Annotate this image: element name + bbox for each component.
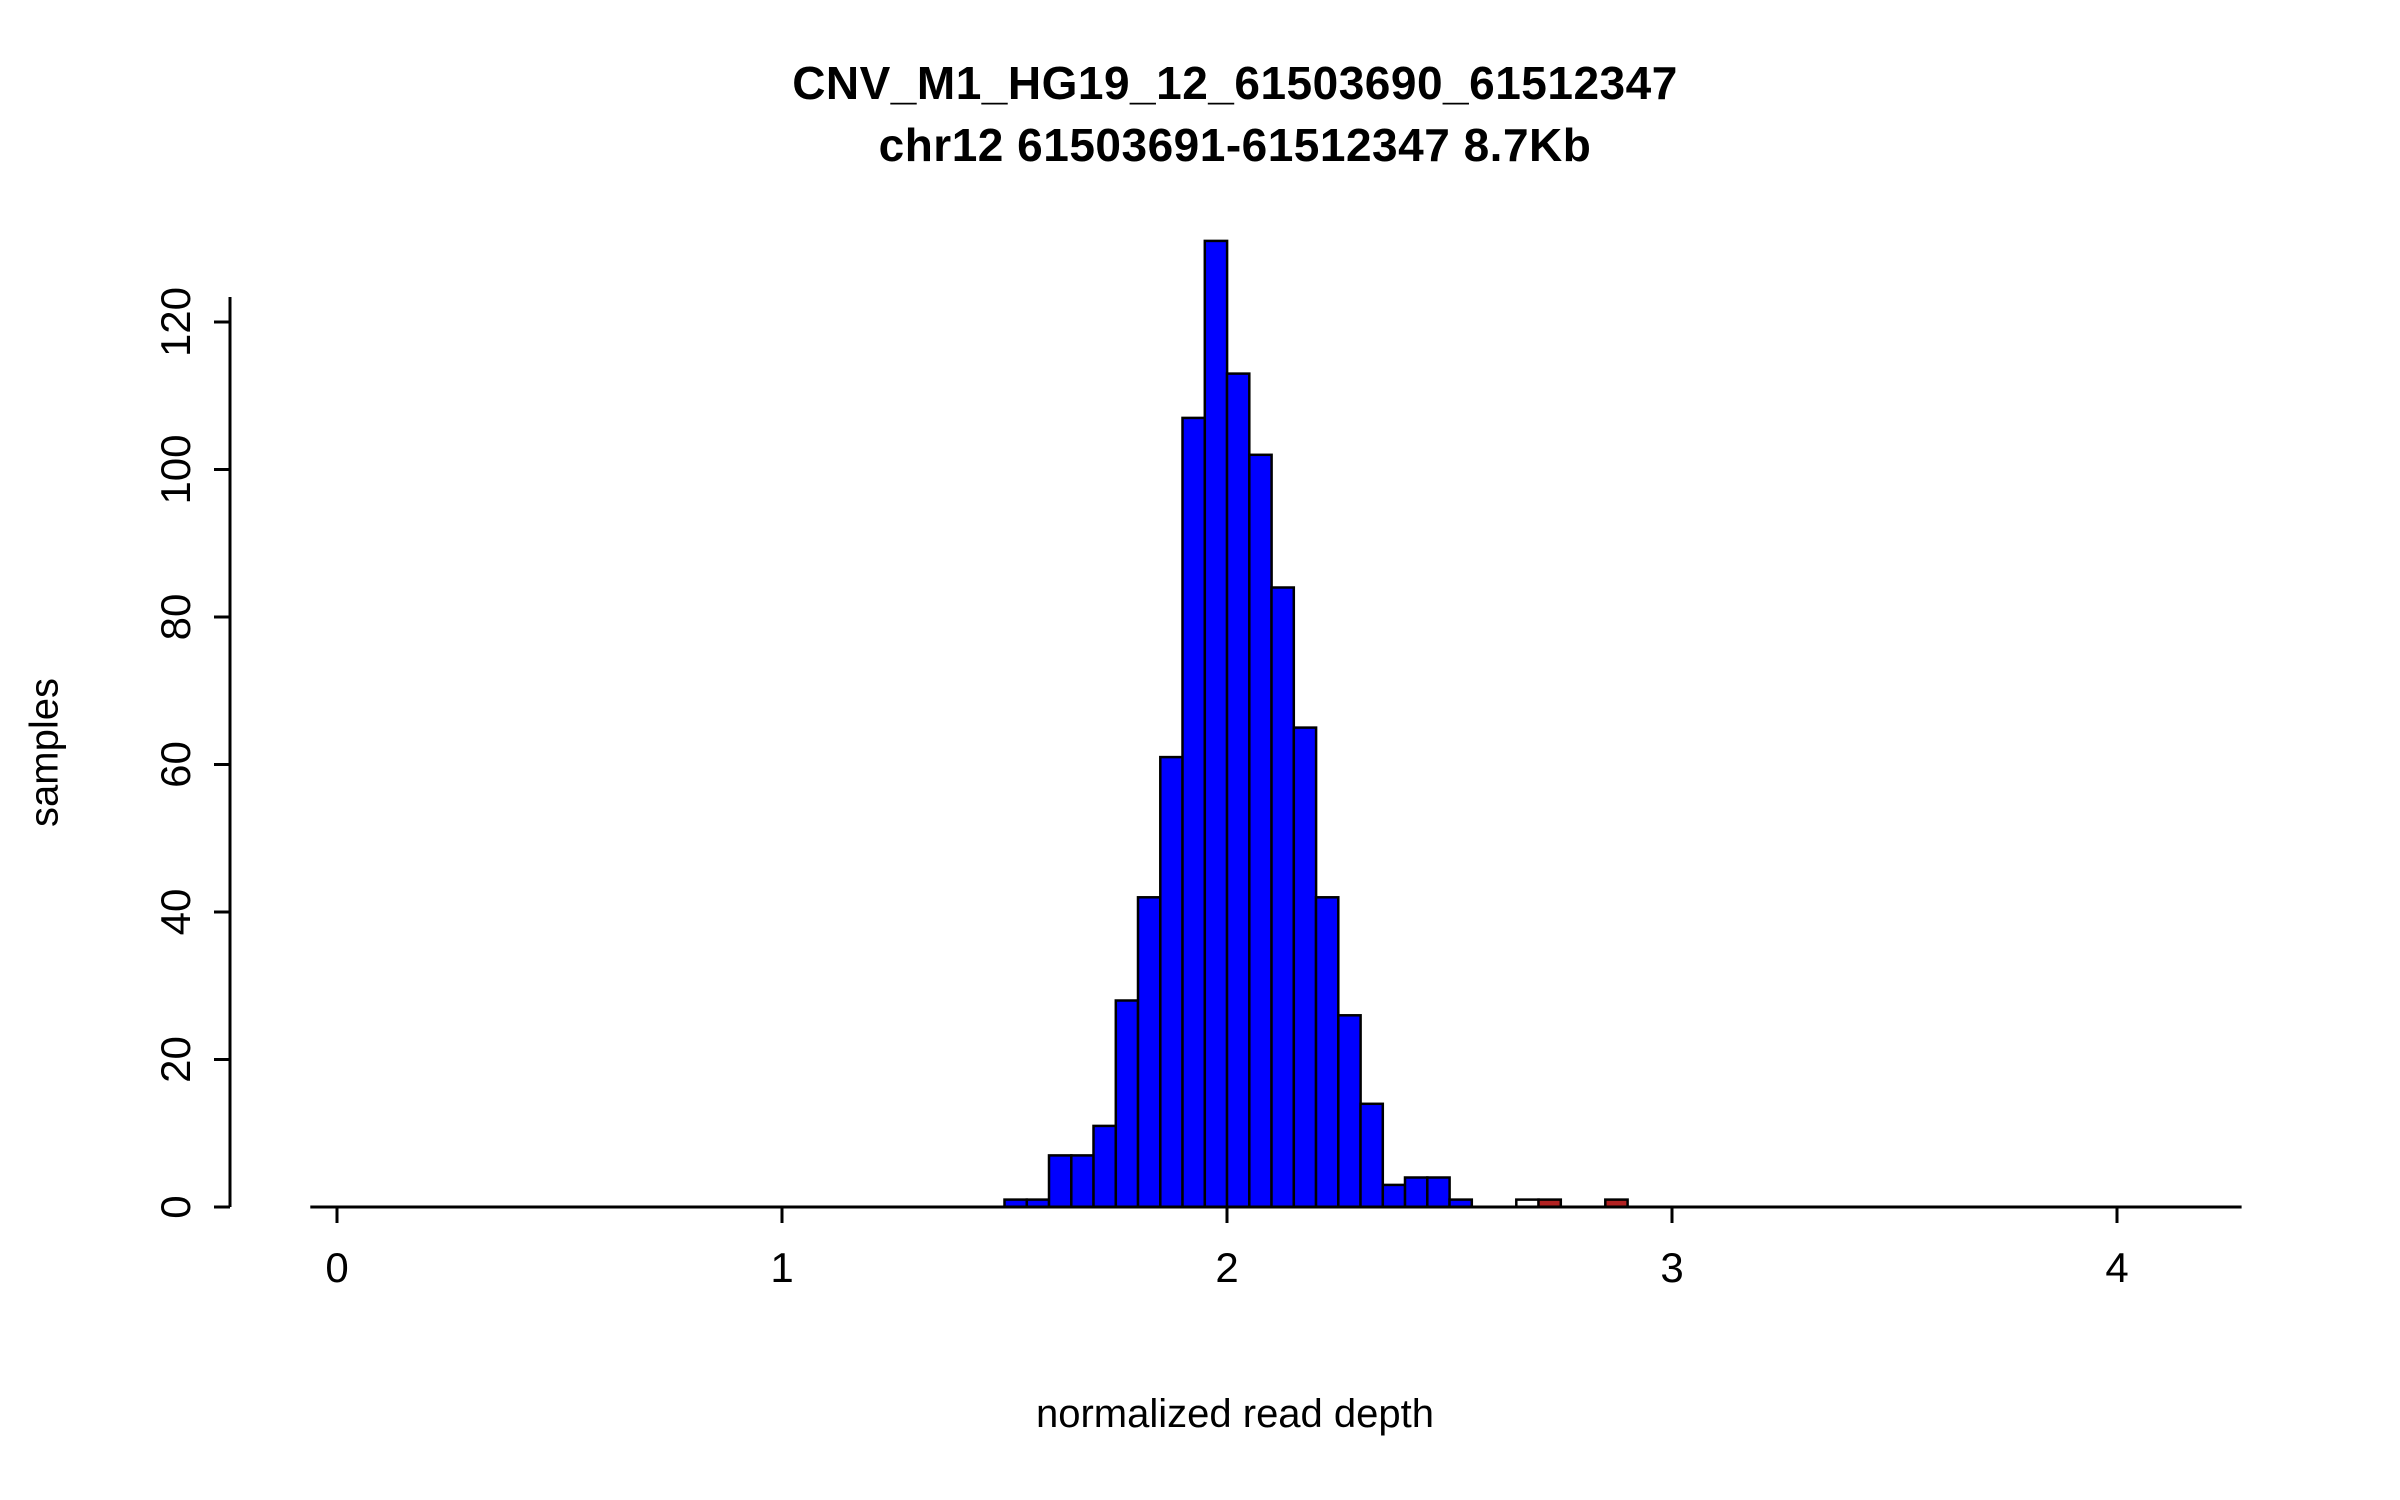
histogram-bar (1248, 453, 1273, 1209)
x-tick-label: 4 (2105, 1244, 2128, 1291)
histogram-bar (1070, 1154, 1095, 1209)
histogram-bar (1203, 239, 1229, 1209)
y-tick-label: 100 (152, 434, 199, 504)
histogram-bar (1225, 372, 1251, 1209)
title-block: CNV_M1_HG19_12_61503690_61512347 chr12 6… (230, 52, 2240, 176)
x-axis-label: normalized read depth (1035, 1392, 1435, 1436)
y-tick-label: 40 (152, 889, 199, 936)
histogram-bar (1381, 1183, 1407, 1209)
y-tick-label: 120 (152, 287, 199, 357)
histogram-bar (1092, 1124, 1118, 1209)
x-tick-label: 3 (1660, 1244, 1683, 1291)
histogram-bar (1359, 1102, 1385, 1209)
histogram-bar (1426, 1176, 1451, 1209)
histogram-bars (1003, 239, 1629, 1209)
histogram-bar (1403, 1176, 1429, 1209)
chart-title: CNV_M1_HG19_12_61503690_61512347 (792, 57, 1678, 109)
x-tick-label: 0 (325, 1244, 348, 1291)
histogram-bar (1159, 755, 1184, 1209)
x-tick-label: 2 (1215, 1244, 1238, 1291)
y-tick-label: 80 (152, 594, 199, 641)
y-tick-label: 60 (152, 741, 199, 788)
histogram-bar (1181, 416, 1207, 1209)
x-tick-label: 1 (770, 1244, 793, 1291)
y-tick-label: 0 (152, 1195, 199, 1218)
histogram-bar (1270, 586, 1296, 1209)
histogram-bar (1047, 1154, 1073, 1209)
chart-subtitle: chr12 61503691-61512347 8.7Kb (878, 119, 1592, 171)
histogram-bar (1337, 1014, 1362, 1209)
histogram-bar (1136, 896, 1162, 1209)
y-tick-label: 20 (152, 1036, 199, 1083)
histogram-bar (1314, 896, 1340, 1209)
histogram-bar (1292, 726, 1318, 1209)
histogram-bar (1114, 999, 1140, 1209)
